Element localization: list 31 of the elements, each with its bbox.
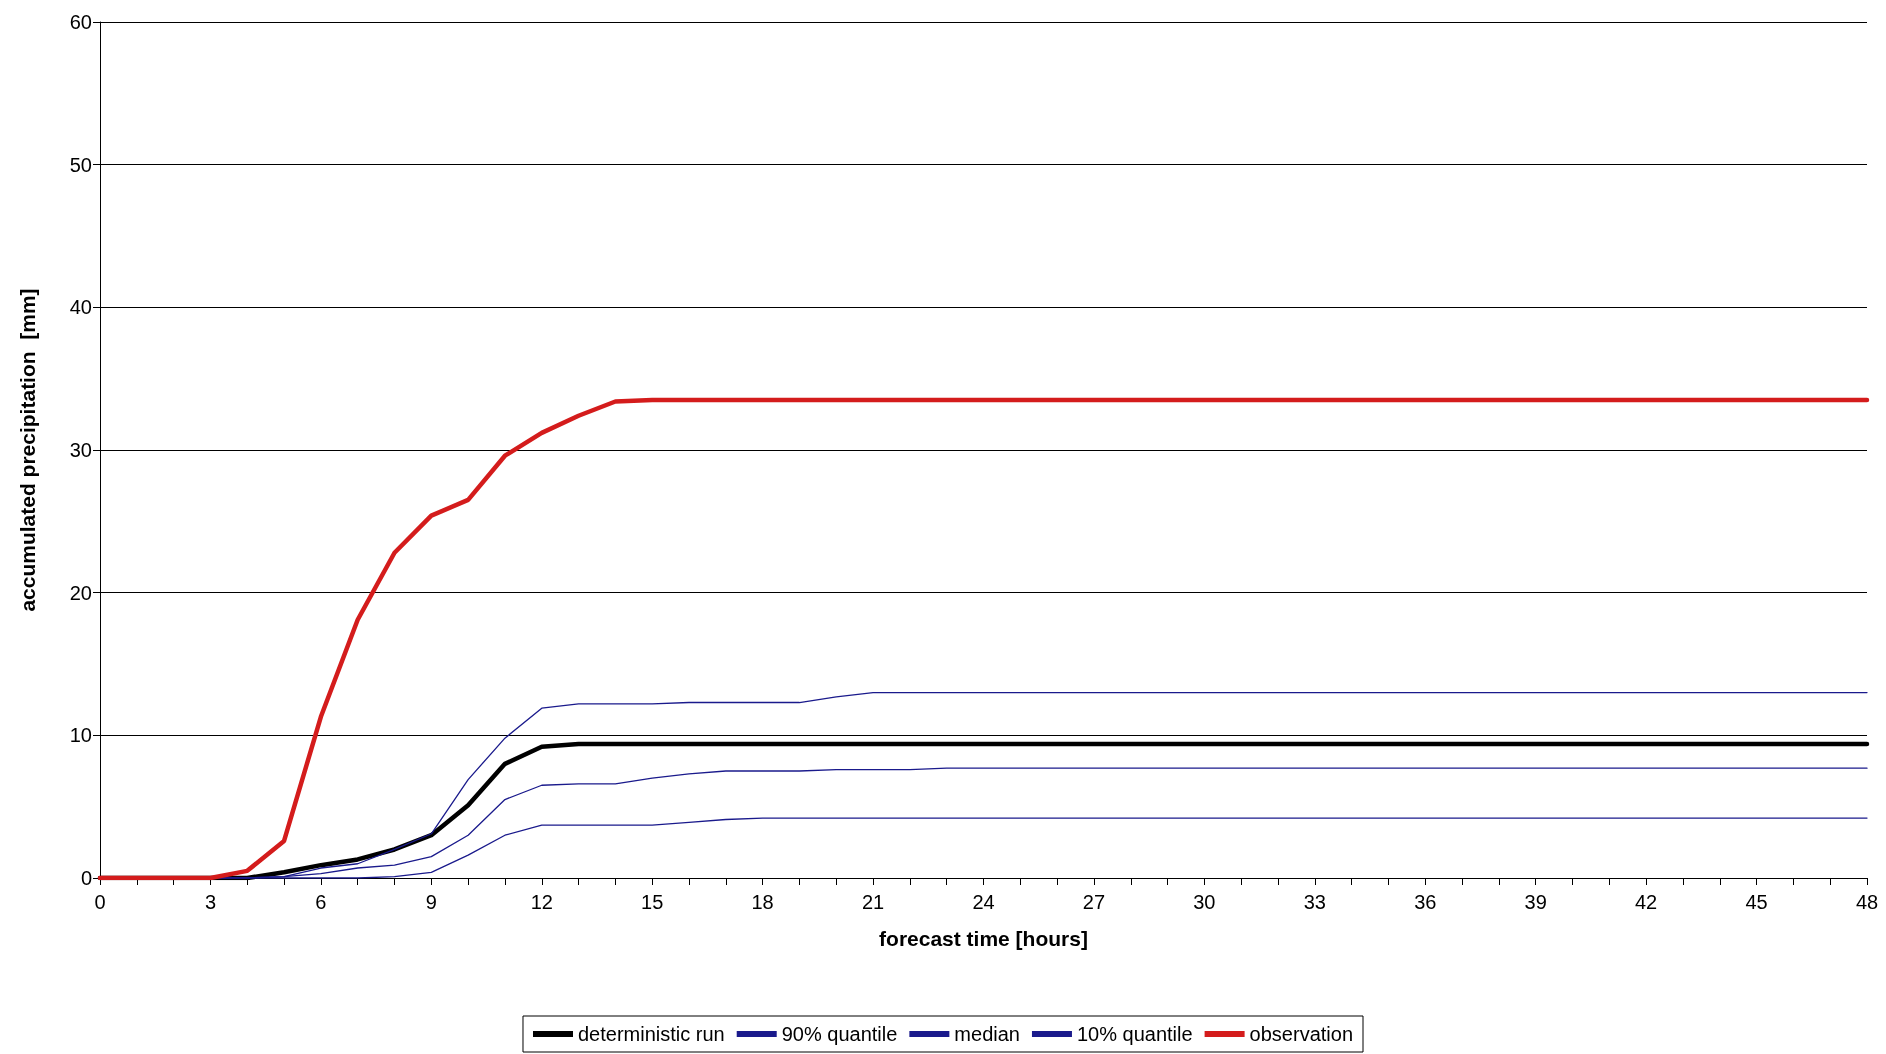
x-tick-label: 12 [530, 891, 553, 913]
x-axis-title: forecast time [hours] [879, 927, 1088, 950]
x-tick-label: 15 [641, 891, 664, 913]
legend-label: observation [1249, 1023, 1354, 1045]
x-tick-label: 21 [861, 891, 885, 913]
x-tick-label: 18 [751, 891, 774, 913]
y-tick-label: 20 [69, 581, 92, 604]
x-tick-label: 0 [94, 891, 106, 913]
x-tick-label: 39 [1524, 891, 1547, 913]
legend-label: median [954, 1023, 1020, 1045]
y-tick-label: 60 [69, 11, 92, 33]
x-tick-label: 30 [1193, 891, 1216, 913]
x-tick-label: 33 [1303, 891, 1326, 913]
x-tick-label: 36 [1414, 891, 1437, 913]
y-tick-label: 0 [80, 867, 92, 889]
x-tick-label: 27 [1082, 891, 1106, 913]
y-tick-label: 40 [69, 296, 92, 319]
y-tick-label: 50 [69, 153, 92, 176]
legend-label: deterministic run [578, 1023, 725, 1045]
x-tick-label: 42 [1635, 891, 1658, 913]
legend-label: 10% quantile [1076, 1023, 1193, 1045]
x-tick-label: 48 [1855, 891, 1879, 913]
legend-label: 90% quantile [781, 1023, 898, 1045]
y-tick-label: 10 [69, 724, 92, 747]
y-axis-title: accumulated precipitation [mm] [16, 288, 39, 612]
x-tick-label: 9 [425, 891, 437, 913]
x-tick-label: 3 [204, 891, 216, 913]
x-tick-label: 45 [1745, 891, 1768, 913]
x-tick-label: 24 [972, 891, 995, 913]
y-tick-label: 30 [69, 439, 92, 461]
x-tick-label: 6 [315, 891, 327, 913]
